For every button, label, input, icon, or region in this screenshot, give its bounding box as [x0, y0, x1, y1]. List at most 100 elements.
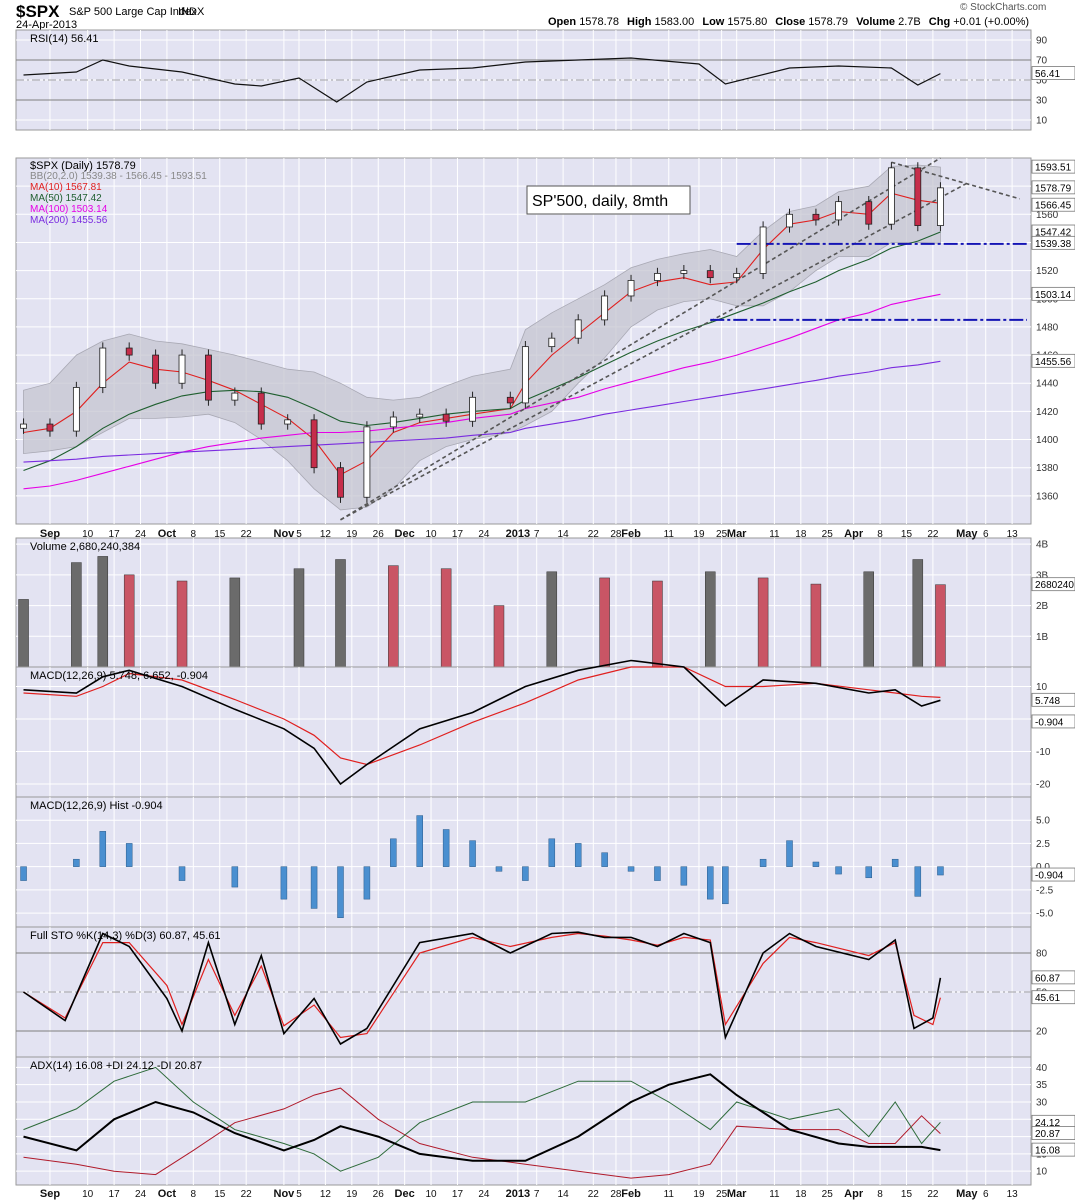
- source-credit: © StockCharts.com: [960, 2, 1047, 13]
- price-x-tick-label: 14: [558, 529, 570, 540]
- price-right-value-label-text: 1547.42: [1035, 228, 1072, 239]
- price-x-tick-label: 5: [296, 529, 302, 540]
- price-y-tick-label: 1380: [1036, 463, 1059, 474]
- price-x-tick-label: Dec: [395, 528, 415, 540]
- adx-minus-di-value-label: 20.87: [1031, 1126, 1075, 1140]
- annotation-box: [526, 185, 691, 215]
- adx-x-tick-label: Sep: [40, 1188, 60, 1200]
- volume-bar: [863, 571, 875, 668]
- price-right-value-label-text: 1593.51: [1035, 163, 1072, 174]
- high-label: High: [627, 16, 652, 28]
- candle-body: [152, 354, 160, 384]
- moving-average-line-ma50: [23, 231, 941, 472]
- price-x-tick-label: Nov: [274, 528, 296, 540]
- candle-body: [706, 270, 714, 279]
- adx-x-tick-label: 22: [588, 1189, 600, 1200]
- price-x-tick-label: Oct: [158, 528, 177, 540]
- adx-x-tick-label: 15: [214, 1189, 226, 1200]
- change-value: +0.01 (+0.00%): [953, 16, 1030, 28]
- price-x-tick-label: 28: [610, 529, 622, 540]
- candle-body: [680, 270, 688, 274]
- adx-plus-di-line: [23, 1066, 941, 1172]
- price-x-tick-label: 22: [241, 529, 253, 540]
- candle-body: [178, 354, 186, 384]
- rsi-last-value-label-text: 56.41: [1035, 69, 1060, 80]
- adx-x-tick-label: 25: [716, 1189, 728, 1200]
- rsi-y-tick-label: 30: [1036, 96, 1048, 107]
- macd-histogram-value-label-box: [1031, 867, 1075, 882]
- adx-value-label: 16.08: [1031, 1142, 1075, 1157]
- price-y-tick-label: 1480: [1036, 322, 1059, 333]
- volume-panel-background: [15, 537, 1032, 668]
- price-right-value-label-box: [1031, 197, 1075, 212]
- candle-body: [363, 426, 371, 498]
- macd-y-tick-label: -20: [1036, 780, 1051, 791]
- price-x-tick-label: 19: [346, 529, 358, 540]
- macd-value-label: 5.748: [1031, 692, 1075, 707]
- adx-x-tick-label: 15: [901, 1189, 913, 1200]
- price-x-tick-label: May: [956, 528, 978, 540]
- candle-body: [231, 392, 239, 401]
- macd-value-label-text: 5.748: [1035, 696, 1060, 707]
- volume-bar: [599, 577, 610, 668]
- price-legend-entry: MA(100) 1503.14: [30, 204, 108, 215]
- price-y-tick-label: 1420: [1036, 407, 1059, 418]
- volume-bar: [935, 584, 946, 668]
- macd-y-tick-label: -10: [1036, 747, 1051, 758]
- adx-value-label-text: 16.08: [1035, 1146, 1060, 1157]
- quote-summary: Open 1578.78 High 1583.00 Low 1575.80 Cl…: [548, 16, 1034, 28]
- rsi-y-tick-label: 70: [1036, 56, 1048, 67]
- candle-body: [205, 354, 212, 401]
- price-x-tick-label: 8: [877, 529, 883, 540]
- adx-x-tick-label: 8: [877, 1189, 883, 1200]
- candle-body: [835, 201, 842, 221]
- moving-average-line-ma100: [23, 293, 941, 490]
- price-right-value-label-box: [1031, 235, 1075, 250]
- macd-hist-value-label: -0.904: [1031, 714, 1075, 728]
- volume-bar: [229, 577, 241, 668]
- price-x-tick-label: 11: [664, 529, 675, 540]
- adx-x-tick-label: 5: [296, 1189, 302, 1200]
- price-x-tick-label: 17: [109, 529, 121, 540]
- adx-x-tick-label: 17: [109, 1189, 121, 1200]
- volume-bar: [493, 605, 505, 668]
- sto-k-value-label-box: [1031, 970, 1075, 985]
- price-right-value-label: 1503.14: [1031, 286, 1075, 301]
- price-x-tick-label: 25: [716, 529, 728, 540]
- rsi-y-tick-label: 50: [1036, 76, 1048, 87]
- adx-x-tick-label: 25: [822, 1189, 834, 1200]
- macd-histogram-bar: [891, 858, 899, 867]
- candle-body: [574, 319, 582, 339]
- quote-date: 24-Apr-2013: [16, 19, 78, 31]
- sto-panel-title: Full STO %K(14,3) %D(3) 60.87, 45.61: [30, 930, 221, 942]
- price-right-value-label-text: 1566.45: [1035, 201, 1072, 212]
- candle-body: [812, 213, 820, 221]
- price-y-tick-label: 1560: [1036, 210, 1059, 221]
- price-x-tick-label: 6: [983, 529, 989, 540]
- adx-x-tick-label: 2013: [506, 1188, 530, 1200]
- volume-bar: [912, 559, 924, 668]
- low-label: Low: [702, 16, 725, 28]
- volume-bar: [652, 580, 663, 668]
- adx-plus-di-value-label-text: 24.12: [1035, 1118, 1060, 1129]
- price-right-value-label-text: 1503.14: [1035, 290, 1072, 301]
- sto-k-line: [23, 931, 942, 1046]
- candle-body: [654, 273, 661, 281]
- open-value: 1578.78: [579, 16, 619, 28]
- macd-histogram-bar: [442, 829, 450, 867]
- volume-bar: [705, 571, 716, 668]
- adx-minus-di-value-label-text: 20.87: [1035, 1129, 1060, 1140]
- macd-histogram-bar: [865, 866, 873, 879]
- price-x-tick-label: 22: [588, 529, 600, 540]
- rsi-last-value-label-box: [1031, 66, 1075, 80]
- volume-bar: [388, 565, 399, 668]
- adx-panel-title: ADX(14) 16.08 +DI 24.12 -DI 20.87: [30, 1060, 202, 1072]
- adx-x-tick-label: Apr: [844, 1188, 864, 1200]
- sto-d-value-label-box: [1031, 990, 1075, 1005]
- adx-x-tick-label: 22: [927, 1189, 939, 1200]
- close-label: Close: [775, 16, 806, 28]
- candle-body: [865, 201, 873, 225]
- adx-line: [23, 1073, 941, 1162]
- macd-histogram-bar: [680, 866, 688, 886]
- macd-histogram-bar: [125, 843, 133, 867]
